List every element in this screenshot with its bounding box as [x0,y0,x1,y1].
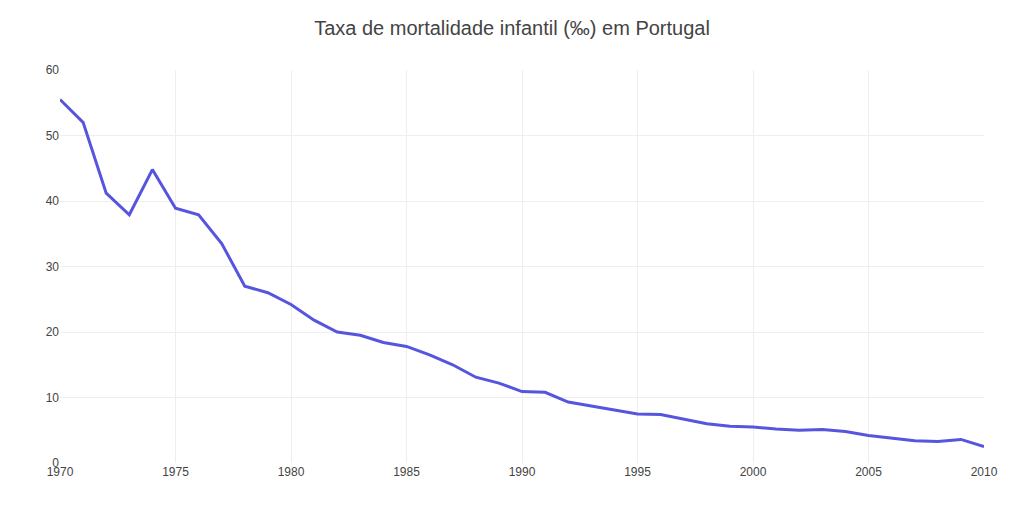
svg-text:2005: 2005 [855,465,882,479]
svg-text:0: 0 [52,456,59,470]
svg-text:2010: 2010 [971,465,998,479]
svg-text:1980: 1980 [278,465,305,479]
svg-text:1970: 1970 [47,465,74,479]
svg-text:40: 40 [46,194,60,208]
svg-text:10: 10 [46,391,60,405]
svg-text:1995: 1995 [624,465,651,479]
svg-text:30: 30 [46,260,60,274]
svg-text:1985: 1985 [393,465,420,479]
svg-text:20: 20 [46,325,60,339]
svg-text:50: 50 [46,129,60,143]
svg-text:2000: 2000 [740,465,767,479]
svg-text:Taxa de mortalidade infantil (: Taxa de mortalidade infantil (‰) em Port… [314,17,710,39]
svg-text:1990: 1990 [509,465,536,479]
svg-text:1975: 1975 [162,465,189,479]
svg-text:60: 60 [46,63,60,77]
